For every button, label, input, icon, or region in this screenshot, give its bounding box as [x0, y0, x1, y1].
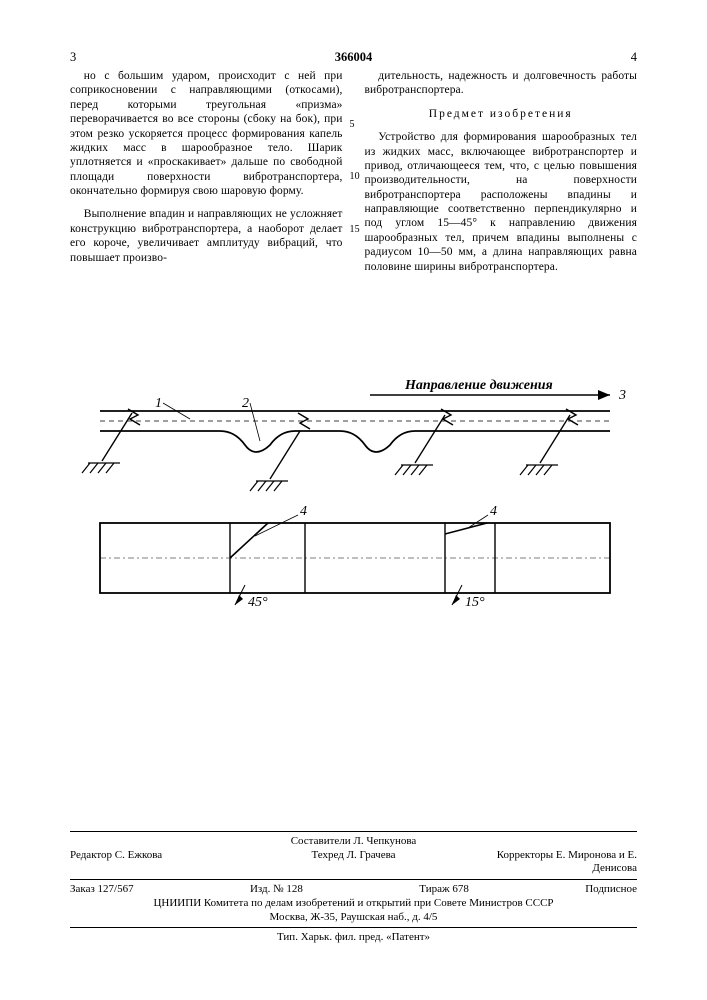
left-para-2: Выполнение впадин и направляющих не усло…: [70, 207, 343, 265]
footer-rule-bottom: [70, 927, 637, 928]
edition: Изд. № 128: [250, 883, 303, 897]
patent-figure: Направление движения 3: [70, 373, 637, 628]
line-number-10: 10: [350, 171, 360, 184]
footer-rule-top: [70, 831, 637, 832]
patent-page: 3 366004 4 но с большим ударом, происход…: [0, 0, 707, 1000]
callout-3: 3: [618, 388, 626, 403]
signed: Подписное: [585, 883, 637, 897]
order-number: Заказ 127/567: [70, 883, 134, 897]
callout-2: 2: [242, 396, 249, 411]
left-column: но с большим ударом, происходит с ней пр…: [70, 69, 343, 283]
editor: Редактор С. Ежкова: [70, 849, 257, 877]
header-row: 3 366004 4: [70, 50, 637, 65]
angle-45: 45°: [248, 595, 268, 610]
correctors: Корректоры Е. Миронова и Е. Денисова: [450, 849, 637, 877]
organization: ЦНИИПИ Комитета по делам изобретений и о…: [70, 897, 637, 911]
callout-1: 1: [155, 396, 162, 411]
techred: Техред Л. Грачева: [260, 849, 447, 877]
line-number-5: 5: [350, 119, 355, 132]
imprint-footer: Составители Л. Чепкунова Редактор С. Ежк…: [70, 828, 637, 945]
ground-hatch: [82, 463, 558, 491]
callout-4a: 4: [300, 504, 307, 519]
address: Москва, Ж-35, Раушская наб., д. 4/5: [70, 911, 637, 925]
motion-label: Направление движения: [404, 378, 553, 393]
tirage: Тираж 678: [419, 883, 469, 897]
footer-names-row: Редактор С. Ежкова Техред Л. Грачева Кор…: [70, 849, 637, 877]
callout-4b: 4: [490, 504, 497, 519]
left-para-1: но с большим ударом, происходит с ней пр…: [70, 69, 343, 198]
page-number-left: 3: [70, 50, 100, 65]
page-number-right: 4: [607, 50, 637, 65]
publication-row: Заказ 127/567 Изд. № 128 Тираж 678 Подпи…: [70, 883, 637, 897]
right-column: 5 10 15 дительность, надежность и долгов…: [365, 69, 638, 283]
figure-svg: Направление движения 3: [70, 373, 630, 623]
compiler: Составители Л. Чепкунова: [70, 835, 637, 849]
text-columns: но с большим ударом, происходит с ней пр…: [70, 69, 637, 283]
angle-15: 15°: [465, 595, 485, 610]
claim-text: Устройство для формирования шарообразных…: [365, 130, 638, 274]
right-intro: дительность, надежность и долговечность …: [365, 69, 638, 98]
printer: Тип. Харьк. фил. пред. «Патент»: [70, 931, 637, 945]
motion-arrow-head: [598, 390, 610, 400]
side-view: 1 2: [82, 396, 610, 491]
subject-heading: Предмет изобретения: [365, 107, 638, 121]
patent-number: 366004: [100, 50, 607, 65]
footer-rule-mid: [70, 879, 637, 880]
line-number-15: 15: [350, 224, 360, 237]
plan-view: 45° 15° 4 4: [100, 504, 610, 610]
